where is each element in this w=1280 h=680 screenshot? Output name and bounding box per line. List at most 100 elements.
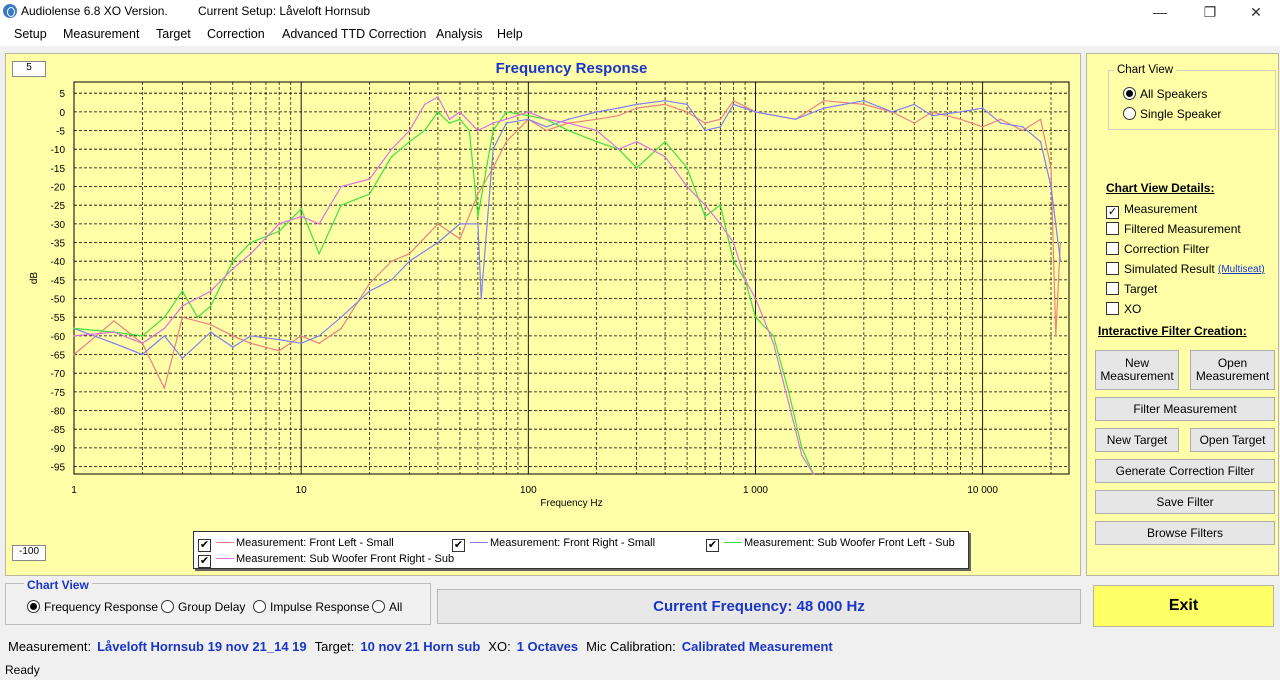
radio-icon[interactable] xyxy=(161,600,174,613)
radio-icon[interactable] xyxy=(1123,107,1136,120)
legend-checkbox[interactable]: ✔ xyxy=(198,555,211,568)
legend-item-front-left[interactable]: ✔ Measurement: Front Left - Small xyxy=(198,535,394,552)
radio-icon[interactable] xyxy=(1123,87,1136,100)
radio-all-speakers[interactable]: All Speakers xyxy=(1123,87,1207,101)
legend-checkbox[interactable]: ✔ xyxy=(452,539,465,552)
legend-label: Measurement: Sub Woofer Front Right - Su… xyxy=(236,553,455,565)
data-point xyxy=(408,252,411,255)
legend-checkbox[interactable]: ✔ xyxy=(706,539,719,552)
menu-setup[interactable]: Setup xyxy=(14,27,47,41)
data-point xyxy=(492,122,494,124)
generate-correction-filter-button[interactable]: Generate Correction Filter xyxy=(1095,459,1275,483)
data-point xyxy=(477,215,479,218)
data-point xyxy=(368,282,371,285)
radio-impulse-response[interactable]: Impulse Response xyxy=(253,600,369,614)
data-point xyxy=(635,103,638,106)
data-point xyxy=(794,118,797,121)
y-tick-label: -10 xyxy=(51,145,66,156)
data-point xyxy=(300,335,303,337)
multiseat-link[interactable]: (Multiseat) xyxy=(1218,264,1265,275)
data-point xyxy=(300,208,303,210)
chart-view-mode-title: Chart View xyxy=(24,578,92,592)
checkbox-icon[interactable] xyxy=(1106,282,1119,295)
menu-target[interactable]: Target xyxy=(156,27,191,41)
check-filtered-measurement[interactable]: Filtered Measurement xyxy=(1106,222,1241,236)
y-max-box[interactable]: 5 xyxy=(12,61,46,77)
exit-button[interactable]: Exit xyxy=(1093,585,1274,627)
data-point xyxy=(999,122,1002,124)
check-simulated-result[interactable]: Simulated Result xyxy=(1106,262,1215,276)
checkbox-icon[interactable] xyxy=(1106,262,1119,275)
checkbox-label: Correction Filter xyxy=(1124,242,1210,256)
series-line-3 xyxy=(73,110,815,475)
radio-icon[interactable] xyxy=(372,600,385,613)
checkbox-icon[interactable] xyxy=(1106,302,1119,315)
check-correction-filter[interactable]: Correction Filter xyxy=(1106,242,1209,256)
data-point xyxy=(891,111,893,113)
new-measurement-button[interactable]: New Measurement xyxy=(1095,350,1179,390)
data-point xyxy=(664,155,666,158)
legend-item-front-right[interactable]: ✔ Measurement: Front Right - Small xyxy=(452,535,655,552)
open-target-button[interactable]: Open Target xyxy=(1190,428,1275,452)
y-tick-label: -30 xyxy=(51,220,66,231)
check-xo[interactable]: XO xyxy=(1106,302,1141,316)
right-panel: Chart View All Speakers Single Speaker C… xyxy=(1086,53,1279,576)
legend-item-sub-left[interactable]: ✔ Measurement: Sub Woofer Front Left - Su… xyxy=(706,535,955,552)
radio-icon[interactable] xyxy=(27,600,40,613)
checkbox-label: XO xyxy=(1124,302,1142,316)
data-point xyxy=(181,305,184,307)
save-filter-button[interactable]: Save Filter xyxy=(1095,490,1275,514)
radio-all[interactable]: All xyxy=(372,600,402,614)
data-point xyxy=(368,193,371,195)
status-ready: Ready xyxy=(5,663,40,677)
open-measurement-button[interactable]: Open Measurement xyxy=(1190,350,1275,390)
y-tick-label: -85 xyxy=(51,425,66,436)
menu-measurement[interactable]: Measurement xyxy=(63,27,140,41)
data-point xyxy=(390,279,393,281)
close-button[interactable]: ✕ xyxy=(1250,4,1262,20)
data-point xyxy=(981,126,984,128)
y-tick-label: -65 xyxy=(51,351,66,362)
browse-filters-button[interactable]: Browse Filters xyxy=(1095,521,1275,545)
check-measurement[interactable]: ✓ Measurement xyxy=(1106,202,1197,219)
legend-label: Measurement: Front Left - Small xyxy=(236,537,394,549)
checkbox-label: Target xyxy=(1124,282,1158,296)
data-point xyxy=(318,252,320,255)
checkbox-icon[interactable] xyxy=(1106,242,1119,255)
radio-group-delay[interactable]: Group Delay xyxy=(161,600,245,614)
data-point xyxy=(232,267,234,270)
filter-measurement-button[interactable]: Filter Measurement xyxy=(1095,397,1275,421)
y-min-box[interactable]: -100 xyxy=(12,545,46,561)
check-target[interactable]: Target xyxy=(1106,282,1157,296)
radio-frequency-response[interactable]: Frequency Response xyxy=(27,600,158,614)
menu-correction[interactable]: Correction xyxy=(207,27,265,41)
new-target-button[interactable]: New Target xyxy=(1095,428,1179,452)
radio-single-speaker[interactable]: Single Speaker xyxy=(1123,107,1221,121)
restore-button[interactable]: ❐ xyxy=(1203,4,1217,20)
checkbox-icon[interactable]: ✓ xyxy=(1106,206,1119,219)
y-tick-label: -80 xyxy=(51,407,66,418)
data-point xyxy=(527,114,530,117)
radio-label: Frequency Response xyxy=(44,600,159,614)
y-tick-label: 5 xyxy=(59,89,65,100)
menu-analysis[interactable]: Analysis xyxy=(436,27,483,41)
data-point xyxy=(635,167,638,169)
frequency-response-chart[interactable]: Frequency Response 5 0 -5 -10 -15 -20 -25 -30 -35… xyxy=(6,54,1080,575)
menu-help[interactable]: Help xyxy=(497,27,523,41)
data-point xyxy=(181,290,184,292)
legend-item-sub-right[interactable]: ✔ Measurement: Sub Woofer Front Right - S… xyxy=(198,551,454,568)
data-point xyxy=(1059,260,1062,262)
minimize-button[interactable]: — xyxy=(1153,4,1167,20)
data-point xyxy=(664,99,666,102)
data-point xyxy=(181,357,184,360)
data-point xyxy=(210,305,212,307)
radio-icon[interactable] xyxy=(253,600,266,613)
data-point xyxy=(163,387,166,389)
data-point xyxy=(250,342,252,345)
data-point xyxy=(390,260,393,262)
checkbox-icon[interactable] xyxy=(1106,222,1119,235)
x-tick-label: 100 xyxy=(520,485,537,496)
legend-checkbox[interactable]: ✔ xyxy=(198,539,211,552)
y-tick-label: -60 xyxy=(51,332,66,343)
menu-advanced-ttd-correction[interactable]: Advanced TTD Correction xyxy=(282,27,427,41)
